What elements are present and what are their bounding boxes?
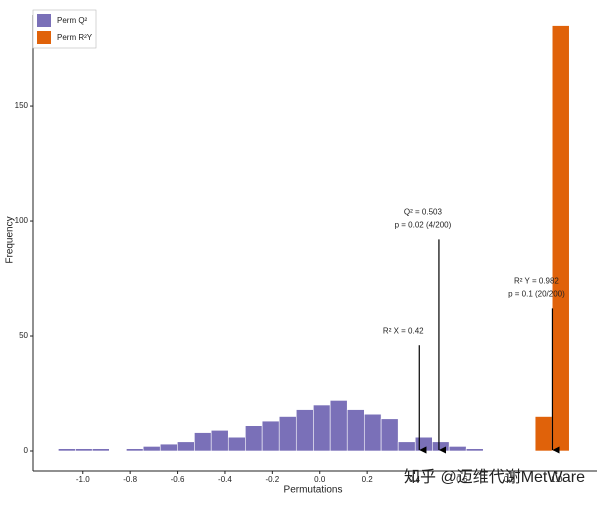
annotation-text: R² X = 0.42 xyxy=(383,326,424,335)
bar xyxy=(91,448,110,452)
annotation-text: R² Y = 0.982 xyxy=(514,277,559,286)
watermark: 知乎 @迈维代谢MetWare xyxy=(404,468,585,486)
bar xyxy=(126,448,144,452)
y-tick-label: 0 xyxy=(24,446,29,455)
bar xyxy=(329,400,348,452)
bar xyxy=(295,409,314,452)
x-tick-label: 0.2 xyxy=(362,475,374,484)
annotation-text: p = 0.1 (20/200) xyxy=(508,290,565,299)
bar xyxy=(380,418,399,452)
annotation-text: Q² = 0.503 xyxy=(404,208,443,217)
bar xyxy=(58,448,76,452)
bar xyxy=(432,441,450,452)
bar xyxy=(278,416,297,452)
x-axis-label: Permutations xyxy=(284,485,343,496)
bar xyxy=(245,425,263,452)
x-tick-label: -0.6 xyxy=(171,475,185,484)
bar xyxy=(363,413,382,452)
legend-label: Perm R²Y xyxy=(57,33,93,42)
bar xyxy=(210,429,229,452)
annotation-text: p = 0.02 (4/200) xyxy=(395,221,452,230)
x-tick-label: 1.0 xyxy=(551,475,563,484)
x-tick-label: 0.8 xyxy=(504,475,516,484)
y-tick-label: 50 xyxy=(19,331,28,340)
legend-label: Perm Q² xyxy=(57,16,88,25)
legend-swatch xyxy=(37,14,51,27)
legend-swatch xyxy=(37,31,51,44)
x-tick-label: 0.6 xyxy=(456,475,468,484)
bar xyxy=(346,409,365,452)
x-tick-label: 0.0 xyxy=(314,475,326,484)
bar xyxy=(261,420,280,452)
bar xyxy=(414,436,433,452)
bar xyxy=(159,443,178,452)
y-axis-label: Frequency xyxy=(5,216,16,263)
y-tick-label: 100 xyxy=(15,216,29,225)
bar xyxy=(313,404,331,452)
x-tick-label: -0.4 xyxy=(218,475,232,484)
bar xyxy=(142,446,161,452)
x-tick-label: -0.2 xyxy=(265,475,279,484)
bar xyxy=(465,448,484,452)
bar xyxy=(397,441,416,452)
bar xyxy=(194,432,212,452)
bar xyxy=(177,441,195,452)
bar xyxy=(534,416,553,452)
x-tick-label: -0.8 xyxy=(123,475,137,484)
x-tick-label: -1.0 xyxy=(76,475,90,484)
bar xyxy=(227,436,246,452)
bar xyxy=(551,25,570,452)
y-tick-label: 150 xyxy=(15,101,29,110)
bar xyxy=(75,448,93,452)
bar xyxy=(448,446,467,452)
x-tick-label: 0.4 xyxy=(409,475,421,484)
